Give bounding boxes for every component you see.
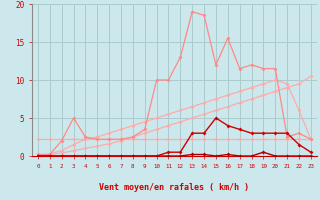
X-axis label: Vent moyen/en rafales ( km/h ): Vent moyen/en rafales ( km/h ) (100, 183, 249, 192)
